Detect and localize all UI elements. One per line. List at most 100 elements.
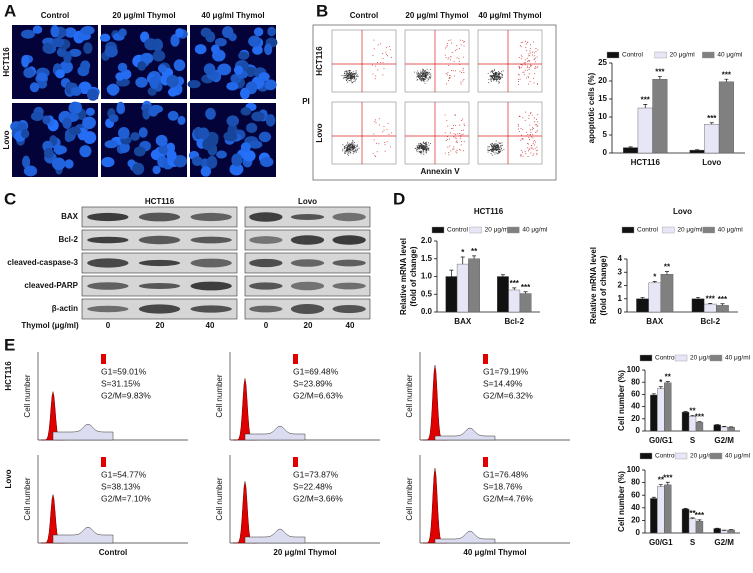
event [490, 71, 491, 72]
event [373, 133, 374, 134]
flow-plot [478, 30, 542, 92]
event [351, 146, 352, 147]
event [525, 47, 526, 48]
event [428, 79, 429, 80]
event [375, 119, 376, 120]
event [488, 146, 489, 147]
blot-band [139, 304, 180, 313]
nucleus [73, 102, 82, 113]
event [499, 147, 500, 148]
event [489, 146, 490, 147]
event [352, 149, 353, 150]
event [456, 138, 457, 139]
event [494, 144, 495, 145]
event [421, 79, 422, 80]
event [428, 142, 429, 143]
event [463, 79, 464, 80]
event [526, 50, 527, 51]
nucleus [134, 146, 146, 156]
row-label: Lovo [2, 130, 11, 149]
event [527, 143, 528, 144]
event [454, 61, 455, 62]
event [522, 42, 523, 43]
event [494, 77, 495, 78]
event [499, 75, 500, 76]
event [428, 149, 429, 150]
error-bar [524, 292, 528, 294]
event [426, 78, 427, 79]
event [354, 73, 355, 74]
event [526, 132, 527, 133]
event [535, 132, 536, 133]
event [422, 80, 423, 81]
s-phase [53, 424, 113, 440]
y-tick-label: 2.0 [421, 236, 433, 245]
event [354, 151, 355, 152]
event [374, 48, 375, 49]
event [497, 144, 498, 145]
event [447, 72, 448, 73]
event [488, 152, 489, 153]
event [527, 61, 528, 62]
row-label: HCT116 [4, 361, 13, 391]
event [453, 70, 454, 71]
event [421, 73, 422, 74]
event [522, 72, 523, 73]
event [519, 57, 520, 58]
y-tick-label: 1.0 [421, 272, 433, 281]
event [492, 148, 493, 149]
event [464, 125, 465, 126]
event [499, 142, 500, 143]
event [426, 75, 427, 76]
event [355, 72, 356, 73]
cycle-stat: G1=73.87% [293, 469, 339, 479]
event [423, 143, 424, 144]
y-tick-label: 1.5 [421, 254, 433, 263]
bar [704, 124, 719, 153]
event [500, 73, 501, 74]
y-axis-label: (fold of change) [599, 255, 608, 315]
event [459, 48, 460, 49]
y-tick-label: 20 [598, 76, 607, 85]
column-label: Control [350, 11, 378, 20]
nucleus [267, 27, 276, 37]
event [448, 80, 449, 81]
event [448, 59, 449, 60]
event [348, 77, 349, 78]
event [354, 77, 355, 78]
event [495, 75, 496, 76]
blot-band [87, 213, 128, 221]
event [423, 141, 424, 142]
bar [682, 412, 689, 431]
nucleus [55, 69, 65, 78]
event [500, 145, 501, 146]
event [346, 74, 347, 75]
x-tick-label: Bcl-2 [504, 317, 524, 326]
bar [661, 274, 673, 312]
nucleus [51, 25, 60, 38]
significance: *** [641, 96, 651, 105]
legend-swatch [662, 227, 674, 233]
y-tick-label: 100 [627, 465, 641, 474]
event [492, 78, 493, 79]
event [501, 148, 502, 149]
bar [728, 427, 735, 431]
event [490, 149, 491, 150]
event [464, 123, 465, 124]
event [346, 150, 347, 151]
event [424, 143, 425, 144]
event [537, 121, 538, 122]
axis-label: Cell number [23, 374, 32, 417]
event [348, 78, 349, 79]
event [537, 150, 538, 151]
g1-peak [423, 468, 447, 543]
event [383, 58, 384, 59]
event [384, 142, 385, 143]
event [453, 149, 454, 150]
event [347, 72, 348, 73]
panel-letter: B [316, 1, 328, 20]
blot-band [87, 258, 128, 267]
event [537, 57, 538, 58]
event [524, 62, 525, 63]
event [342, 150, 343, 151]
